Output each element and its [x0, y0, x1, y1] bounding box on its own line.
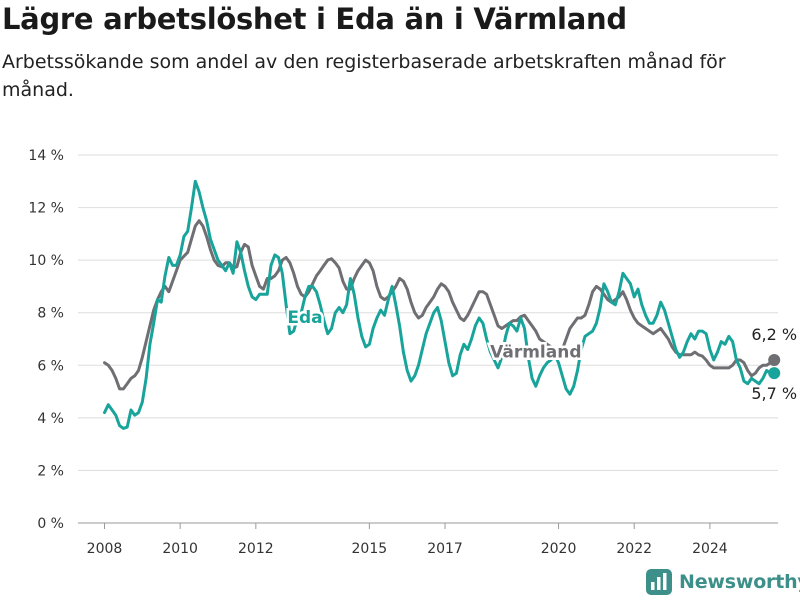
x-tick-label: 2022	[616, 541, 652, 557]
x-tick-label: 2015	[352, 541, 388, 557]
chart-title: Lägre arbetslöshet i Eda än i Värmland	[2, 2, 627, 36]
series-line-varmland	[103, 219, 776, 391]
y-tick-label: 12 %	[28, 201, 64, 217]
gridlines	[78, 154, 778, 524]
series-label-varmland: Värmland	[490, 342, 581, 362]
x-tick-label: 2010	[162, 541, 198, 557]
y-tick-label: 4 %	[37, 411, 64, 427]
newsworthy-logo-text: Newsworthy	[679, 571, 800, 593]
x-tick-label: 2017	[427, 541, 463, 557]
x-tick-label: 2024	[692, 541, 728, 557]
y-tick-label: 10 %	[28, 253, 64, 269]
y-tick-label: 6 %	[37, 358, 64, 374]
x-axis-ticks: 2008 2010 2012 2015 2017 2020 2022 2024	[87, 523, 728, 557]
end-point-eda	[768, 367, 781, 380]
y-tick-label: 8 %	[37, 306, 64, 322]
x-tick-label: 2012	[238, 541, 274, 557]
end-label-varmland: 6,2 %	[751, 325, 797, 344]
y-axis-ticks: 0 % 2 % 4 % 6 % 8 % 10 % 12 % 14 %	[28, 148, 64, 532]
newsworthy-logo-icon	[646, 569, 672, 595]
x-tick-label: 2020	[541, 541, 577, 557]
end-label-eda: 5,7 %	[751, 384, 797, 403]
newsworthy-logo: Newsworthy	[645, 568, 800, 596]
series-label-eda: Eda	[287, 308, 322, 328]
end-point-varmland	[768, 354, 781, 367]
x-tick-label: 2008	[87, 541, 123, 557]
chart-subtitle: Arbetssökande som andel av den registerb…	[2, 51, 726, 101]
y-tick-label: 14 %	[28, 148, 64, 164]
y-tick-label: 0 %	[37, 516, 64, 532]
y-tick-label: 2 %	[37, 463, 64, 479]
series-labels: Värmland Eda 6,2 % 5,7 %	[285, 306, 797, 403]
series-line-eda	[103, 179, 776, 430]
series-lines	[103, 179, 781, 430]
